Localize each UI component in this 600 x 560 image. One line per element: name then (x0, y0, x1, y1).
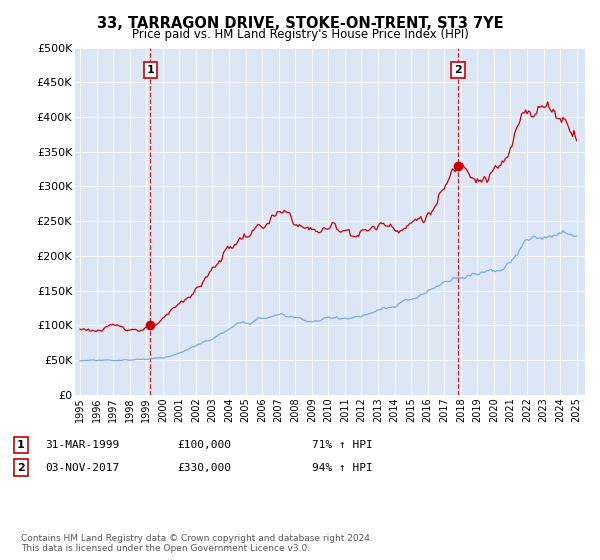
Text: 2: 2 (17, 463, 25, 473)
Text: 71% ↑ HPI: 71% ↑ HPI (312, 440, 373, 450)
Text: 94% ↑ HPI: 94% ↑ HPI (312, 463, 373, 473)
Text: 03-NOV-2017: 03-NOV-2017 (45, 463, 119, 473)
Text: 33, TARRAGON DRIVE, STOKE-ON-TRENT, ST3 7YE: 33, TARRAGON DRIVE, STOKE-ON-TRENT, ST3 … (97, 16, 503, 31)
Text: Price paid vs. HM Land Registry's House Price Index (HPI): Price paid vs. HM Land Registry's House … (131, 28, 469, 41)
Text: 1: 1 (146, 65, 154, 75)
Text: 1: 1 (17, 440, 25, 450)
Text: 2: 2 (454, 65, 462, 75)
Text: £330,000: £330,000 (177, 463, 231, 473)
Text: 31-MAR-1999: 31-MAR-1999 (45, 440, 119, 450)
Text: £100,000: £100,000 (177, 440, 231, 450)
Text: Contains HM Land Registry data © Crown copyright and database right 2024.
This d: Contains HM Land Registry data © Crown c… (21, 534, 373, 553)
